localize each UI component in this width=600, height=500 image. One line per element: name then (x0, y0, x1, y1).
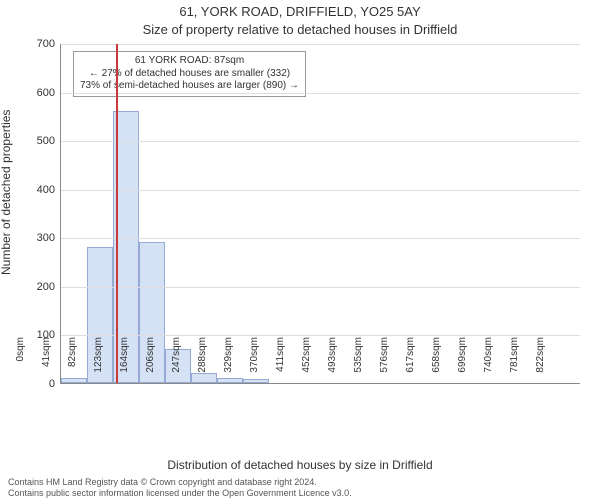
y-tick-label: 200 (37, 281, 55, 293)
marker-info-box: 61 YORK ROAD: 87sqm ← 27% of detached ho… (73, 51, 306, 97)
x-tick-label: 411sqm (275, 337, 286, 387)
gridline (61, 287, 580, 288)
info-line-3: 73% of semi-detached houses are larger (… (80, 80, 299, 93)
x-tick-label: 288sqm (197, 337, 208, 387)
info-line-1: 61 YORK ROAD: 87sqm (80, 55, 299, 68)
y-tick-label: 300 (37, 232, 55, 244)
x-tick-label: 370sqm (249, 337, 260, 387)
x-tick-label: 123sqm (93, 337, 104, 387)
y-tick-label: 500 (37, 135, 55, 147)
x-tick-label: 0sqm (15, 337, 26, 387)
chart-subtitle: Size of property relative to detached ho… (0, 22, 600, 37)
x-tick-label: 493sqm (327, 337, 338, 387)
x-tick-label: 822sqm (535, 337, 546, 387)
info-line-2: ← 27% of detached houses are smaller (33… (80, 68, 299, 81)
y-tick-label: 700 (37, 38, 55, 50)
x-tick-label: 206sqm (145, 337, 156, 387)
x-tick-label: 576sqm (379, 337, 390, 387)
histogram-plot: 61 YORK ROAD: 87sqm ← 27% of detached ho… (60, 44, 580, 384)
gridline (61, 93, 580, 94)
gridline (61, 335, 580, 336)
x-tick-label: 617sqm (405, 337, 416, 387)
gridline (61, 190, 580, 191)
footer-line-1: Contains HM Land Registry data © Crown c… (8, 477, 592, 487)
x-tick-label: 740sqm (483, 337, 494, 387)
x-tick-label: 164sqm (119, 337, 130, 387)
x-tick-label: 658sqm (431, 337, 442, 387)
gridline (61, 141, 580, 142)
x-tick-label: 535sqm (353, 337, 364, 387)
x-axis-label: Distribution of detached houses by size … (0, 458, 600, 472)
x-tick-label: 781sqm (509, 337, 520, 387)
y-axis-label: Number of detached properties (0, 110, 13, 275)
x-tick-label: 699sqm (457, 337, 468, 387)
footer-attribution: Contains HM Land Registry data © Crown c… (8, 477, 592, 498)
x-tick-label: 247sqm (171, 337, 182, 387)
x-tick-label: 41sqm (41, 337, 52, 387)
property-marker-line (116, 44, 118, 383)
y-tick-label: 600 (37, 87, 55, 99)
gridline (61, 44, 580, 45)
y-tick-label: 400 (37, 184, 55, 196)
footer-line-2: Contains public sector information licen… (8, 488, 592, 498)
x-tick-label: 329sqm (223, 337, 234, 387)
gridline (61, 238, 580, 239)
x-tick-label: 82sqm (67, 337, 78, 387)
page-title: 61, YORK ROAD, DRIFFIELD, YO25 5AY (0, 4, 600, 19)
x-tick-label: 452sqm (301, 337, 312, 387)
